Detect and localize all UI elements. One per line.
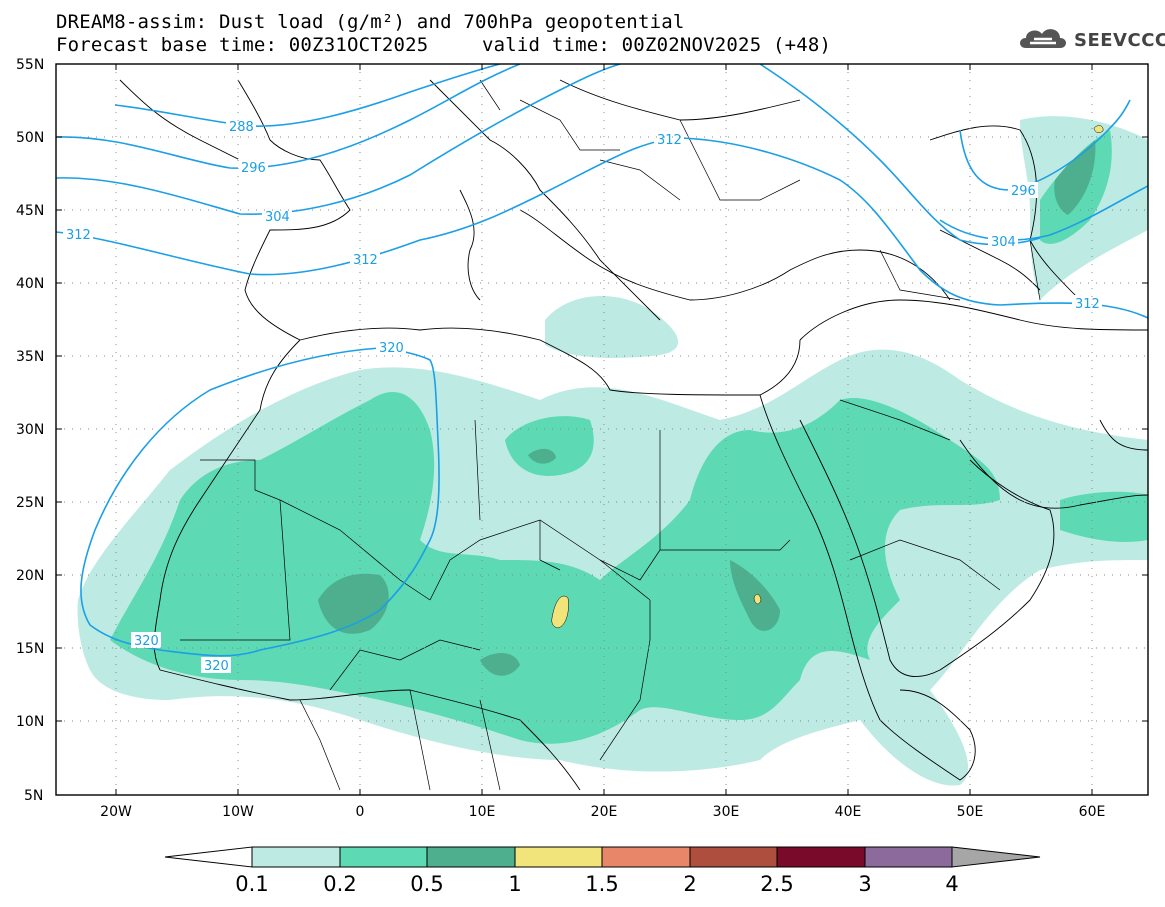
lat-label-50n: 50N [16,130,44,146]
lon-label-40e: 40E [835,804,862,820]
colorbar-bin-1.5-2 [601,846,691,868]
contour-296 [56,64,521,169]
colorbar-bin-0.1-0.2 [251,846,341,868]
colorbar-bin-3-4 [864,846,953,868]
contour-label-312-a: 312 [63,226,93,243]
colorbar-bin-2-2.5 [689,846,778,868]
lat-label-55n: 55N [16,57,44,73]
colorbar-tick-4: 4 [945,872,958,896]
contour-label-312-d: 312 [1072,295,1102,312]
contour-288 [114,64,501,127]
svg-text:312: 312 [353,253,378,268]
lon-label-20w: 20W [100,804,132,820]
contour-label-288: 288 [226,118,256,135]
colorbar-tick-2.5: 2.5 [760,872,793,896]
svg-text:320: 320 [379,341,404,356]
seevccc-logo: SEEVCCC [1016,24,1165,56]
lon-label-50e: 50E [957,804,984,820]
base-time: Forecast base time: 00Z31OCT2025 [56,34,429,56]
contour-304 [56,64,621,215]
lon-label-60e: 60E [1079,804,1106,820]
lat-label-30n: 30N [16,422,44,438]
colorbar-tick-0.5: 0.5 [410,872,443,896]
svg-text:296: 296 [241,161,266,176]
contour-296-east [959,99,1131,191]
lat-label-10n: 10N [16,714,44,730]
svg-text:320: 320 [134,634,159,649]
contour-labels: 288 296 304 312 312 312 312 320 320 320 … [63,118,1102,674]
colorbar-bin-1-1.5 [514,846,603,868]
contour-312-north [759,64,1041,246]
lon-label-10w: 10W [222,804,254,820]
lon-label-0: 0 [356,804,365,820]
lat-label-15n: 15N [16,641,44,657]
contour-label-312-c: 312 [654,131,684,148]
logo-text: SEEVCCC [1074,30,1165,51]
svg-text:312: 312 [66,228,91,243]
valid-time: valid time: 00Z02NOV2025 (+48) [482,34,832,56]
lat-label-40n: 40N [16,276,44,292]
latitude-axis: 55N 50N 45N 40N 35N 30N 25N 20N 15N 10N … [16,57,1148,804]
country-borders [180,79,1041,791]
colorbar-tick-0.1: 0.1 [235,872,268,896]
lon-label-20e: 20E [591,804,618,820]
colorbar-tick-2: 2 [683,872,696,896]
svg-text:304: 304 [991,235,1016,250]
colorbar-bin-0.5-1 [426,846,516,868]
colorbar-min-arrow [164,846,253,868]
svg-text:312: 312 [657,133,682,148]
longitude-axis: 20W 10W 0 10E 20E 30E 40E 50E 60E [100,64,1105,820]
contour-304-east [939,185,1148,241]
contour-label-320-b: 320 [131,632,161,649]
contour-320 [80,347,440,657]
svg-text:288: 288 [229,120,254,135]
svg-text:304: 304 [265,210,290,225]
colorbar-tick-0.2: 0.2 [323,872,356,896]
svg-text:296: 296 [1011,184,1036,199]
lat-label-35n: 35N [16,349,44,365]
contour-label-312-b: 312 [350,251,380,268]
lat-label-45n: 45N [16,203,44,219]
contour-label-296-e: 296 [1008,182,1038,199]
colorbar-tick-1.5: 1.5 [585,872,618,896]
colorbar-max-arrow [951,846,1041,868]
lon-label-10e: 10E [469,804,496,820]
contour-label-296: 296 [238,159,268,176]
colorbar-tick-1: 1 [508,872,521,896]
svg-text:320: 320 [204,659,229,674]
cloud-logo-icon [1020,29,1066,48]
forecast-times: Forecast base time: 00Z31OCT2025 valid ti… [56,34,831,56]
lon-label-30e: 30E [713,804,740,820]
contour-312-west [56,137,1148,319]
contour-label-304-e: 304 [988,233,1018,250]
contour-label-320-a: 320 [376,339,406,356]
lat-label-25n: 25N [16,495,44,511]
svg-text:312: 312 [1075,297,1100,312]
contour-label-304: 304 [262,208,292,225]
lat-label-20n: 20N [16,568,44,584]
chart-title: DREAM8-assim: Dust load (g/m²) and 700hP… [56,11,685,33]
colorbar-tick-3: 3 [858,872,871,896]
contour-label-320-c: 320 [201,657,231,674]
colorbar-bin-2.5-3 [776,846,866,868]
dust-level-1 [551,125,1104,629]
coastlines [119,79,1148,791]
colorbar: 0.1 0.2 0.5 1 1.5 2 2.5 3 4 [164,846,1041,896]
lat-label-5n: 5N [24,788,43,804]
colorbar-bin-0.2-0.5 [339,846,428,868]
